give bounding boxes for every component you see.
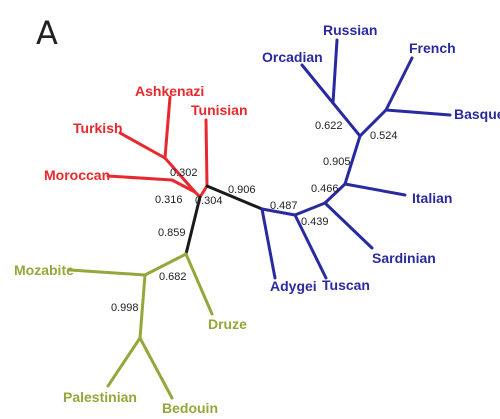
- branch-red-to-me: [184, 195, 202, 256]
- support-value: 0.682: [159, 271, 187, 283]
- branch-eu-internal-2: [323, 182, 347, 205]
- taxon-tuscan: Tuscan: [322, 277, 370, 293]
- support-value: 0.998: [111, 302, 139, 314]
- support-value: 0.905: [323, 156, 351, 168]
- branch-adygei: [260, 207, 277, 280]
- branch-mozabite: [68, 268, 147, 277]
- branch-turkish: [118, 131, 167, 160]
- branch-bedouin: [138, 336, 174, 400]
- support-value: 0.304: [195, 195, 223, 207]
- branch-eu-internal-5: [358, 108, 388, 138]
- support-value: 0.906: [228, 184, 256, 196]
- support-value: 0.622: [315, 120, 343, 132]
- branch-russian: [331, 38, 339, 105]
- branch-tunisian: [204, 118, 209, 188]
- backbone-branches: [184, 184, 264, 256]
- taxon-mozabite: Mozabite: [14, 262, 74, 278]
- taxon-moroccan: Moroccan: [44, 167, 110, 183]
- support-value: 0.439: [301, 216, 329, 228]
- taxon-adygei: Adygei: [270, 278, 317, 294]
- taxon-ashkenazi: Ashkenazi: [135, 83, 204, 99]
- taxon-italian: Italian: [412, 190, 452, 206]
- branch-eu-internal: [293, 201, 327, 217]
- taxon-palestinian: Palestinian: [63, 389, 137, 405]
- branch-red-to-eu: [205, 184, 264, 211]
- branch-me-internal: [138, 273, 147, 340]
- taxon-druze: Druze: [208, 316, 247, 332]
- taxon-french: French: [409, 40, 456, 56]
- taxon-orcadian: Orcadian: [262, 49, 323, 65]
- taxon-labels: Ashkenazi Turkish Tunisian Moroccan Russ…: [14, 22, 500, 416]
- taxon-russian: Russian: [323, 22, 377, 38]
- taxon-sardinian: Sardinian: [372, 250, 436, 266]
- branch-me-stem: [143, 252, 188, 277]
- branch-eu-internal-3: [343, 134, 362, 186]
- support-value: 0.859: [158, 227, 186, 239]
- branch-italian: [343, 182, 407, 197]
- support-value: 0.466: [311, 183, 339, 195]
- support-value: 0.302: [170, 167, 198, 179]
- taxon-basque: Basque: [454, 106, 500, 122]
- branch-orcadian: [300, 63, 335, 105]
- panel-label: A: [36, 14, 58, 52]
- branch-eu-internal-4: [331, 101, 362, 138]
- branch-eu-stem: [260, 207, 297, 217]
- branch-sardinian: [323, 201, 374, 250]
- europe-branches: [260, 38, 452, 280]
- branch-moroccan: [106, 174, 197, 194]
- taxon-turkish: Turkish: [73, 120, 123, 136]
- branch-tuscan: [293, 213, 328, 280]
- branch-druze: [184, 252, 214, 316]
- taxon-tunisian: Tunisian: [191, 102, 248, 118]
- branch-palestinian: [106, 336, 142, 388]
- branch-french: [384, 56, 414, 112]
- support-value: 0.524: [370, 130, 398, 142]
- support-values: 0.302 0.316 0.304 0.906 0.859 0.682 0.99…: [111, 120, 398, 314]
- branch-basque: [384, 108, 452, 117]
- support-value: 0.316: [155, 194, 183, 206]
- support-value: 0.487: [270, 200, 298, 212]
- middle-east-branches: [68, 252, 214, 400]
- taxon-bedouin: Bedouin: [162, 400, 218, 416]
